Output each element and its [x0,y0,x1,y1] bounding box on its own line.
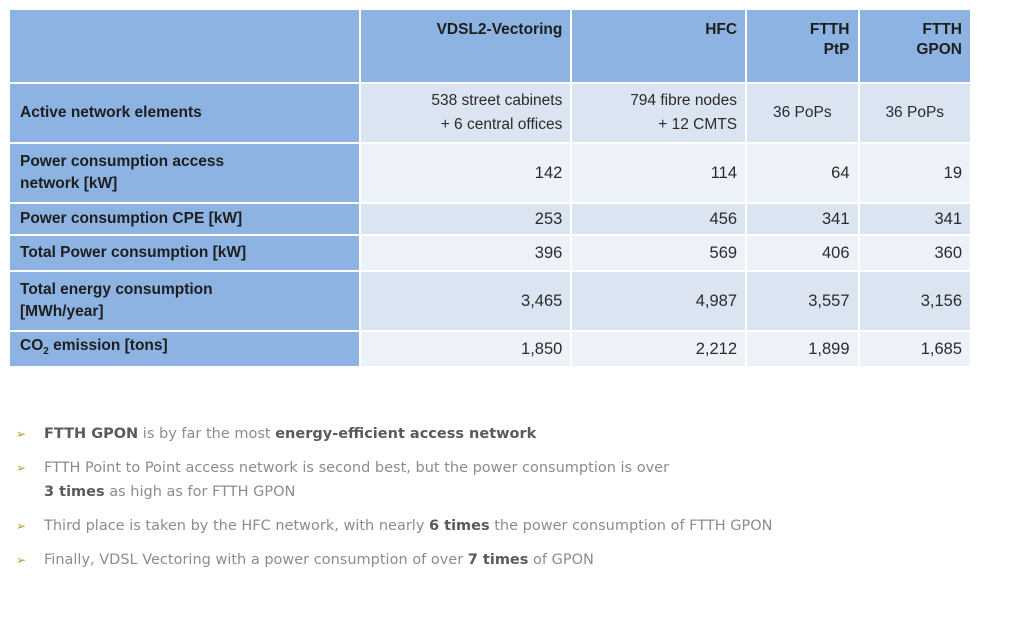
comparison-table: VDSL2-Vectoring HFC FTTH PtP FTTH GPON Act… [8,8,972,368]
table-row: Power consumption access network [kW] 142… [10,144,970,202]
bullet-list: ➢ FTTH GPON is by far the most energy-ef… [16,422,1016,582]
table-row: Total energy consumption [MWh/year] 3,465… [10,272,970,330]
table-row: CO2 emission [tons] 1,850 2,212 1,899 1,… [10,332,970,366]
header-ftth-ptp: FTTH PtP [747,10,858,82]
cell-gpon: 360 [859,236,970,270]
row-label: Total Power consumption [kW] [10,236,360,270]
table-row: Power consumption CPE [kW] 253 456 341 3… [10,204,970,234]
cell-ptp: 64 [747,144,858,202]
table-row: Total Power consumption [kW] 396 569 406… [10,236,970,270]
cell-gpon: 19 [859,144,970,202]
list-item: ➢ FTTH Point to Point access network is … [16,456,1016,504]
cell-vdsl: 538 street cabinets + 6 central offices [361,84,571,142]
row-label: CO2 emission [tons] [10,332,360,366]
cell-gpon: 36 PoPs [859,84,970,142]
cell-ptp: 406 [747,236,858,270]
cell-hfc: 2,212 [572,332,746,366]
cell-ptp: 341 [747,204,858,234]
cell-vdsl: 3,465 [361,272,571,330]
header-corner [10,10,360,82]
cell-hfc: 4,987 [572,272,746,330]
cell-vdsl: 142 [361,144,571,202]
row-label: Active network elements [10,84,360,142]
header-hfc: HFC [572,10,746,82]
cell-hfc: 569 [572,236,746,270]
row-label: Power consumption CPE [kW] [10,204,360,234]
arrow-right-icon: ➢ [16,427,27,441]
cell-gpon: 341 [859,204,970,234]
cell-ptp: 36 PoPs [747,84,858,142]
cell-hfc: 794 fibre nodes + 12 CMTS [572,84,746,142]
list-item: ➢ Finally, VDSL Vectoring with a power c… [16,548,1016,572]
header-ftth-gpon: FTTH GPON [859,10,970,82]
cell-ptp: 1,899 [747,332,858,366]
row-label: Power consumption access network [kW] [10,144,360,202]
row-label: Total energy consumption [MWh/year] [10,272,360,330]
arrow-right-icon: ➢ [16,553,27,567]
cell-hfc: 114 [572,144,746,202]
list-item: ➢ FTTH GPON is by far the most energy-ef… [16,422,1016,446]
header-vdsl2-vectoring: VDSL2-Vectoring [361,10,571,82]
cell-hfc: 456 [572,204,746,234]
cell-gpon: 3,156 [859,272,970,330]
table-row: Active network elements 538 street cabin… [10,84,970,142]
arrow-right-icon: ➢ [16,461,27,475]
arrow-right-icon: ➢ [16,519,27,533]
cell-ptp: 3,557 [747,272,858,330]
cell-gpon: 1,685 [859,332,970,366]
header-row: VDSL2-Vectoring HFC FTTH PtP FTTH GPON [10,10,970,82]
cell-vdsl: 396 [361,236,571,270]
cell-vdsl: 253 [361,204,571,234]
cell-vdsl: 1,850 [361,332,571,366]
list-item: ➢ Third place is taken by the HFC networ… [16,514,1016,538]
